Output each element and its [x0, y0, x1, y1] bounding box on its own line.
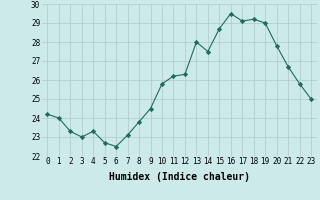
X-axis label: Humidex (Indice chaleur): Humidex (Indice chaleur): [109, 172, 250, 182]
